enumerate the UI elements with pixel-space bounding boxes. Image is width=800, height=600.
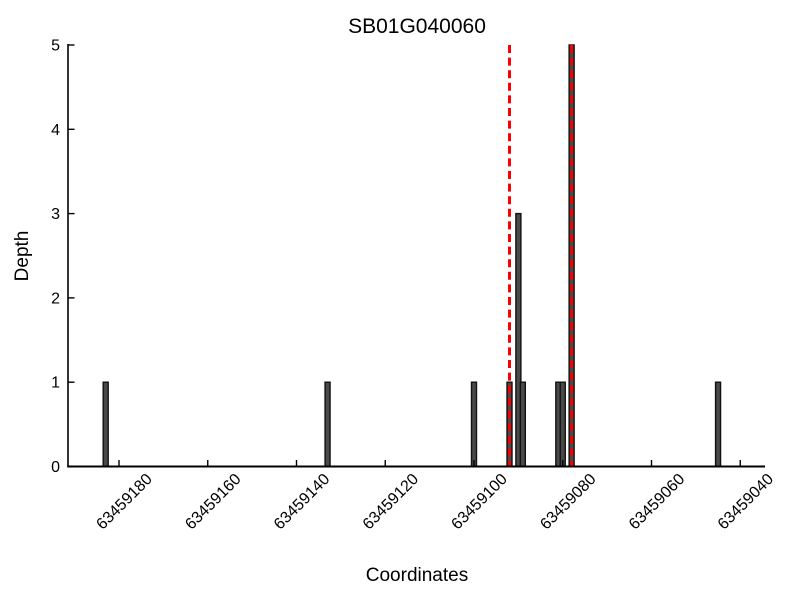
x-tick-label: 63459040 xyxy=(715,471,777,533)
chart-title: SB01G040060 xyxy=(348,15,486,38)
depth-bar xyxy=(324,381,331,468)
depth-bar xyxy=(714,381,722,468)
x-tick-label: 63459060 xyxy=(626,471,688,533)
plot-layer: 0 1 2 3 4 5 63459180 63459160 63459140 63459120 63… xyxy=(51,38,777,534)
depth-bar xyxy=(559,381,566,468)
x-axis-label: Coordinates xyxy=(366,565,468,586)
x-tick-label: 63459120 xyxy=(360,471,422,533)
y-tick-label: 5 xyxy=(51,38,60,55)
y-tick-label: 1 xyxy=(51,375,60,392)
y-tick-label: 2 xyxy=(51,290,60,307)
depth-bar xyxy=(102,381,109,468)
y-axis-label: Depth xyxy=(12,231,33,282)
x-tick-label: 63459140 xyxy=(271,471,333,533)
y-tick-label: 3 xyxy=(51,206,60,223)
y-tick-label: 4 xyxy=(51,122,60,139)
x-tick-label: 63459180 xyxy=(93,471,155,533)
y-tick-label: 0 xyxy=(51,459,60,476)
depth-bar xyxy=(470,381,478,468)
depth-bar xyxy=(519,381,527,468)
x-tick-label: 63459080 xyxy=(537,471,599,533)
x-tick-label: 63459160 xyxy=(182,471,244,533)
x-tick-label: 63459100 xyxy=(448,471,510,533)
